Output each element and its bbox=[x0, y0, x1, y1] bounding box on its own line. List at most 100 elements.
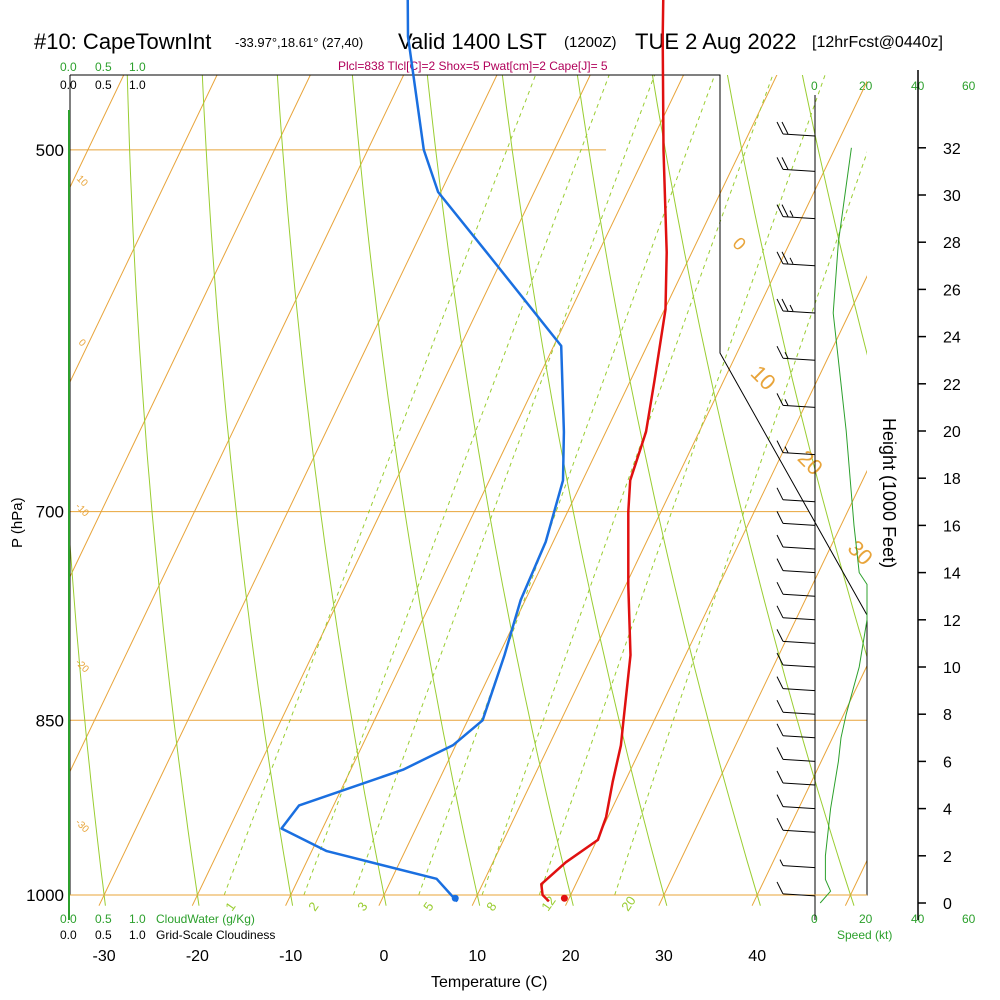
isotherm--20 bbox=[191, 75, 591, 906]
wind-barb-shaft bbox=[782, 310, 816, 314]
isotherm-label-2: -10 bbox=[73, 501, 91, 519]
wind-barb-half bbox=[779, 859, 784, 866]
wind-barb-2 bbox=[776, 817, 816, 833]
forecast-run: [12hrFcst@0440z] bbox=[812, 34, 943, 51]
wind-barb-11 bbox=[776, 605, 816, 621]
wind-barb-shaft bbox=[782, 357, 816, 361]
mixing-ratio-grid bbox=[223, 75, 867, 896]
dry-adiabat-10 bbox=[351, 75, 481, 906]
dry-adiabat-90 bbox=[823, 0, 1000, 906]
wind-barb-flag bbox=[781, 121, 789, 135]
station-title: #10: CapeTownInt bbox=[34, 29, 211, 54]
y2-tick-20: 20 bbox=[943, 424, 961, 441]
mixing-ratio-label-6: 20 bbox=[618, 893, 639, 913]
isotherm--60 bbox=[70, 75, 218, 384]
y2-tick-28: 28 bbox=[943, 235, 961, 252]
wind-barb-shaft bbox=[782, 168, 816, 172]
wind-barb-shaft bbox=[782, 522, 816, 526]
cloudwater-label: CloudWater (g/Kg) bbox=[156, 912, 255, 926]
wind-barb-6 bbox=[776, 723, 816, 739]
wind-barb-shaft bbox=[782, 263, 816, 267]
wind-barb-shaft bbox=[782, 735, 816, 739]
wind-barb-half bbox=[784, 399, 789, 406]
wind-barb-1 bbox=[779, 859, 816, 869]
y2-tick-6: 6 bbox=[943, 754, 952, 771]
wind-speed-profile bbox=[819, 147, 868, 904]
wind-barb-flag bbox=[781, 204, 789, 217]
wind-barb-flag bbox=[776, 747, 784, 760]
cloud-scale-bottom: 0.0 0.5 1.0 CloudWater (g/Kg) 0.0 0.5 1.… bbox=[60, 912, 275, 942]
wind-barb-4 bbox=[776, 770, 816, 786]
wind-speed-top-tick-1: 20 bbox=[859, 79, 873, 93]
y-tick-850: 850 bbox=[36, 711, 64, 730]
wind-barb-flag bbox=[776, 121, 784, 135]
wind-barb-16 bbox=[776, 487, 816, 503]
wind-barb-flag bbox=[776, 393, 784, 406]
wind-barb-flag bbox=[776, 699, 784, 713]
x-tick--20: -20 bbox=[186, 948, 209, 965]
cloud-scale-top: 0.0 0.5 1.0 0.0 0.5 1.0 bbox=[60, 60, 146, 92]
mixing-ratio-12 bbox=[538, 75, 826, 896]
wind-barb-shaft bbox=[782, 404, 816, 408]
wind-barb-flag bbox=[776, 345, 784, 359]
wind-barb-shaft bbox=[782, 499, 816, 503]
wind-barb-17 bbox=[776, 440, 816, 456]
cloud-green-top-0: 0.0 bbox=[60, 60, 77, 74]
isotherm--40 bbox=[70, 75, 405, 773]
wind-barb-flag bbox=[776, 157, 784, 170]
wind-barb-flag bbox=[776, 251, 784, 265]
station-location: -33.97°,18.61° (27,40) bbox=[235, 35, 363, 50]
wind-barb-shaft bbox=[782, 865, 816, 869]
isotherm-label-0: 10 bbox=[74, 173, 90, 189]
wind-barb-shaft bbox=[782, 216, 816, 220]
wind-barb-20 bbox=[776, 298, 816, 314]
wind-barb-3 bbox=[776, 794, 816, 810]
wind-barb-shaft bbox=[782, 758, 816, 762]
mixing-ratio-label-2: 3 bbox=[354, 899, 370, 914]
cloud-black-top-2: 1.0 bbox=[129, 78, 146, 92]
temperature-line bbox=[540, 0, 668, 903]
wind-barb-flag bbox=[776, 881, 784, 895]
dry-adiabat-110 bbox=[947, 0, 1000, 906]
wind-barb-half bbox=[789, 257, 794, 265]
wind-barbs bbox=[776, 121, 816, 897]
wind-barb-24 bbox=[776, 121, 816, 137]
wind-barb-flag bbox=[776, 440, 784, 453]
y2-tick-8: 8 bbox=[943, 707, 952, 724]
wind-barb-12 bbox=[776, 581, 816, 597]
isotherm-0 bbox=[378, 75, 778, 906]
wind-barb-shaft bbox=[782, 688, 816, 692]
wind-barb-flag bbox=[776, 629, 784, 642]
cloud-green-top-1: 0.5 bbox=[95, 60, 112, 74]
temperature-surface-marker bbox=[560, 894, 568, 902]
dry-adiabat-50 bbox=[651, 75, 855, 906]
y2-tick-12: 12 bbox=[943, 613, 961, 630]
isotherm-label-8: 30 bbox=[843, 535, 878, 570]
pressure-axis: 2503004005007008501000 bbox=[26, 141, 64, 905]
y2-tick-2: 2 bbox=[943, 849, 952, 866]
y2-tick-32: 32 bbox=[943, 141, 961, 158]
mixing-ratio-label-4: 8 bbox=[483, 899, 499, 914]
wind-barb-flag bbox=[776, 605, 784, 619]
wind-barb-shaft bbox=[782, 593, 816, 597]
cloud-black-bottom-2: 1.0 bbox=[129, 928, 146, 942]
dewpoint-surface-marker bbox=[451, 894, 459, 902]
dry-adiabat-grid bbox=[70, 0, 1000, 906]
temperature-axis: -30 -20 -10 0 10 20 30 40 bbox=[93, 948, 767, 965]
wind-barb-shaft bbox=[782, 711, 816, 715]
y2-axis-label: Height (1000 Feet) bbox=[879, 418, 899, 568]
wind-barb-13 bbox=[776, 558, 816, 574]
dewpoint-line bbox=[280, 0, 566, 903]
wind-barb-flag bbox=[776, 770, 784, 784]
dry-adiabat--20 bbox=[126, 75, 200, 906]
wind-barb-flag bbox=[781, 298, 789, 312]
y2-tick-22: 22 bbox=[943, 377, 961, 394]
y2-tick-14: 14 bbox=[943, 566, 961, 583]
wind-barb-shaft bbox=[782, 570, 816, 574]
isotherm-label-5: 0 bbox=[729, 233, 750, 254]
y2-tick-18: 18 bbox=[943, 471, 961, 488]
wind-barb-shaft bbox=[782, 893, 816, 897]
cloud-black-top-0: 0.0 bbox=[60, 78, 77, 92]
wind-barb-flag bbox=[776, 298, 784, 312]
